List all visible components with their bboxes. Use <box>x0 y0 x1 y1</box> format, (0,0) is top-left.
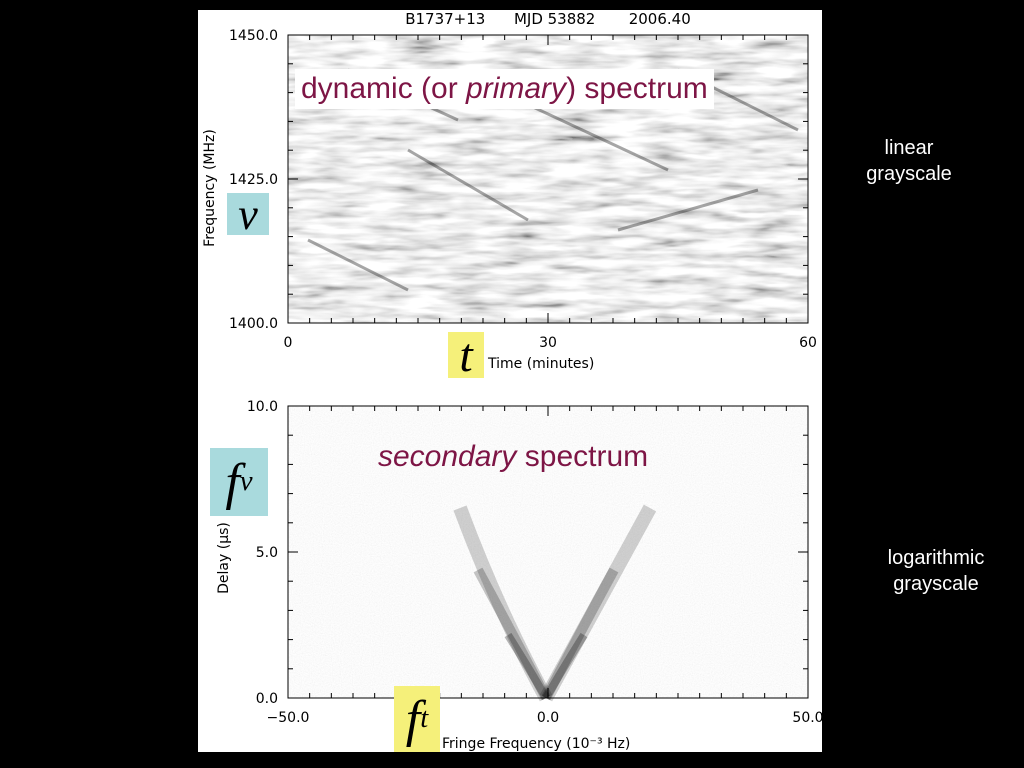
y-tick-label: 1450.0 <box>229 28 278 44</box>
x-tick-label: 0.0 <box>537 710 559 726</box>
f-nu-base: f <box>225 453 240 511</box>
dynamic-spectrum-ylabel: Frequency (MHz) <box>202 129 218 247</box>
dynamic-label-prefix: dynamic (or <box>301 72 467 105</box>
logarithmic-grayscale-note: logarithmic grayscale <box>887 547 985 595</box>
secondary-spectrum-arcs <box>453 504 657 702</box>
nu-variable-badge: ν <box>227 190 269 239</box>
secondary-spectrum-ylabel: Delay (μs) <box>216 522 232 594</box>
secondary-label-suffix: spectrum <box>516 440 649 473</box>
y-tick-label: 1425.0 <box>229 172 278 188</box>
f-t-base: f <box>405 690 421 748</box>
dynamic-spectrum-title: B1737+13 MJD 53882 2006.40 <box>405 10 691 28</box>
y-tick-label: 1400.0 <box>229 316 278 332</box>
secondary-spectrum-label: secondary spectrum <box>378 437 648 477</box>
x-tick-label: 50.0 <box>792 710 822 726</box>
figure-svg: B1737+13 MJD 53882 2006.40 0 30 60 1400.0 1… <box>202 10 822 752</box>
y-tick-label: 10.0 <box>247 399 278 415</box>
dynamic-spectrum-label: dynamic (or primary) spectrum <box>295 69 714 109</box>
f-t-sub: t <box>420 703 429 734</box>
dynamic-spectrum-xlabel: Time (minutes) <box>487 356 594 372</box>
x-tick-label: −50.0 <box>267 710 310 726</box>
x-tick-label: 60 <box>799 335 817 351</box>
secondary-spectrum-xlabel: Fringe Frequency (10⁻³ Hz) <box>442 736 630 752</box>
nu-variable: ν <box>238 189 258 239</box>
dynamic-spectrum-chart: B1737+13 MJD 53882 2006.40 0 30 60 1400.0 1… <box>202 10 817 372</box>
y-tick-label: 0.0 <box>256 691 278 707</box>
y-tick-label: 5.0 <box>256 545 278 561</box>
secondary-spectrum-image <box>288 406 808 698</box>
figure-panel: B1737+13 MJD 53882 2006.40 0 30 60 1400.0 1… <box>198 10 822 752</box>
secondary-label-emphasis: secondary <box>378 440 517 473</box>
dynamic-label-emphasis: primary <box>466 72 567 105</box>
t-variable: t <box>459 328 473 382</box>
linear-grayscale-note: linear grayscale <box>866 137 952 185</box>
t-variable-badge: t <box>448 329 484 382</box>
x-tick-label: 0 <box>284 335 293 351</box>
f-nu-sub: ν <box>239 466 253 497</box>
secondary-spectrum-chart: −50.0 0.0 50.0 0.0 5.0 10.0 Fringe Frequency… <box>216 399 822 752</box>
dynamic-label-suffix: ) spectrum <box>566 72 708 105</box>
x-tick-label: 30 <box>539 335 557 351</box>
